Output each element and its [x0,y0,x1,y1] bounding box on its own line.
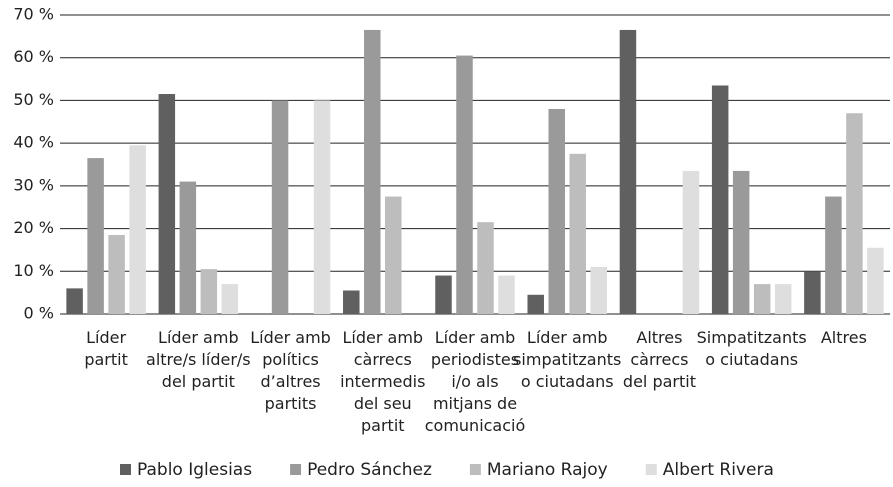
x-tick-line: periodistes [431,350,519,369]
x-tick-line: d’altres [260,372,320,391]
y-tick-label: 20 % [13,218,54,237]
bar [590,267,607,314]
x-tick-line: Líder [86,328,126,347]
bar [87,158,104,314]
bar [179,181,197,314]
legend-label: Albert Rivera [663,460,774,480]
x-tick-line: Líder amb [527,328,608,347]
x-tick-line: o ciutadans [521,372,614,391]
bar [569,153,586,314]
y-tick-label: 40 % [13,133,54,152]
y-tick-label: 60 % [13,47,54,66]
x-tick-line: polítics [262,350,319,369]
bar [271,100,289,314]
x-tick-label: Líder amb càrrecs intermedis del seu partit [340,328,425,435]
x-tick-line: del partit [623,372,696,391]
bar [313,100,331,314]
bar [200,269,218,314]
x-tick-line: càrrecs [354,350,412,369]
x-tick-line: altre/s líder/s [146,350,251,369]
bar [343,290,360,314]
bar [804,271,821,314]
x-tick-line: del partit [162,372,235,391]
y-tick-label: 10 % [13,261,54,280]
x-tick-line: comunicació [425,416,526,435]
x-tick-line: mitjans de [433,394,517,413]
bar [527,294,544,314]
x-tick-line: intermedis [340,372,425,391]
x-tick-line: Líder amb [250,328,331,347]
x-tick-line: Altres [636,328,682,347]
bar [753,284,771,314]
bar [66,288,83,314]
x-tick-line: simpatitzants [513,350,621,369]
bar [846,113,863,314]
x-tick-line: del seu [354,394,412,413]
x-tick-label: Líder amb polítics d’altres partits [250,328,331,413]
x-tick-line: i/o als [451,372,498,391]
x-tick-line: Líder amb [342,328,423,347]
legend-swatch [469,464,481,475]
x-tick-label: Líder amb periodistes i/o als mitjans de com… [425,328,526,435]
y-tick-label: 0 % [24,304,54,323]
bar [825,196,842,314]
x-tick-label: Líder amb altre/s líder/s del partit [146,328,251,391]
x-tick-line: partit [84,350,128,369]
legend-swatch [120,464,131,475]
legend-swatch [290,464,302,475]
legend-swatch [645,464,657,475]
x-tick-label: Líder amb simpatitzants o ciutadans [513,328,621,391]
x-tick-label: Altres càrrecs del partit [623,328,696,391]
y-tick-label: 30 % [13,175,54,194]
bar [364,29,381,314]
x-tick-line: partit [361,416,405,435]
legend-label: Mariano Rajoy [487,460,608,480]
bar [477,222,494,314]
x-tick-line: càrrecs [630,350,688,369]
y-tick-label: 50 % [13,90,54,109]
x-tick-line: Líder amb [435,328,516,347]
x-tick-label: Líder partit [84,328,128,369]
x-tick-line: Altres [821,328,867,347]
bar [435,275,452,314]
bar [108,234,125,314]
bar [711,85,729,314]
bar [774,284,792,314]
bar [732,170,750,314]
x-tick-line: partits [265,394,317,413]
bar [456,55,473,314]
x-tick-line: Simpatitzants [697,328,807,347]
y-tick-label: 70 % [13,5,54,24]
bar [129,145,146,314]
legend-label: Pedro Sánchez [307,460,432,480]
x-tick-label: Simpatitzants o ciutadans [697,328,807,369]
bar [498,275,515,314]
bar [385,196,402,314]
x-tick-label: Altres [821,328,867,347]
bar [158,94,176,315]
bar [619,29,637,314]
legend-label: Pablo Iglesias [137,460,252,480]
bar [682,170,700,314]
bar [221,284,239,314]
x-tick-line: Líder amb [158,328,239,347]
bar [867,247,884,314]
bar [548,108,565,314]
x-tick-line: o ciutadans [705,350,798,369]
